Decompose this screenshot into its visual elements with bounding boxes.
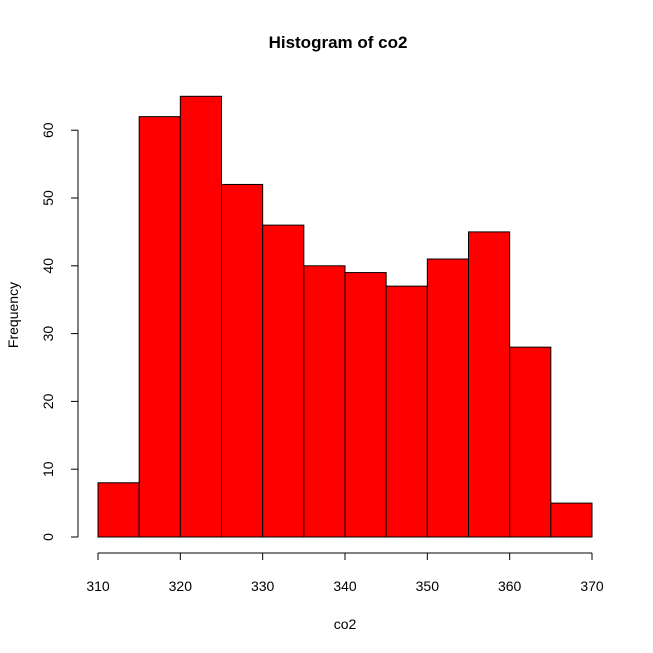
- y-tick-label: 60: [40, 122, 56, 138]
- x-tick-label: 340: [333, 578, 357, 594]
- histogram-bar-11: [550, 502, 593, 538]
- y-tick-label: 30: [40, 326, 56, 342]
- x-axis-label: co2: [334, 616, 357, 632]
- histogram-bar-10: [509, 346, 552, 538]
- y-tick-label: 20: [40, 393, 56, 409]
- x-tick-label: 350: [416, 578, 440, 594]
- histogram-bar-4: [262, 224, 305, 538]
- histogram-bar-8: [426, 258, 470, 538]
- bars-group: [97, 95, 593, 538]
- histogram-bar-6: [344, 272, 387, 538]
- y-tick-label: 50: [40, 190, 56, 206]
- histogram-bar-9: [468, 231, 511, 538]
- y-tick-label: 10: [40, 461, 56, 477]
- histogram-bar-2: [179, 95, 222, 538]
- histogram-bar-0: [97, 482, 140, 538]
- chart-title: Histogram of co2: [269, 33, 408, 52]
- y-axis-label: Frequency: [5, 282, 21, 348]
- x-tick-label: 370: [580, 578, 604, 594]
- histogram-bar-3: [221, 183, 264, 538]
- histogram-bar-7: [385, 285, 428, 538]
- y-tick-label: 40: [40, 258, 56, 274]
- y-tick-label: 0: [40, 533, 56, 541]
- histogram-bar-5: [303, 265, 346, 538]
- x-tick-label: 330: [251, 578, 275, 594]
- y-axis: 0 10 20 30 40 50 60: [40, 122, 79, 541]
- x-axis: 310 320 330 340 350 360 370: [86, 552, 604, 594]
- x-tick-label: 360: [498, 578, 522, 594]
- x-tick-label: 310: [86, 578, 110, 594]
- x-tick-label: 320: [169, 578, 193, 594]
- histogram-bar-1: [138, 116, 181, 538]
